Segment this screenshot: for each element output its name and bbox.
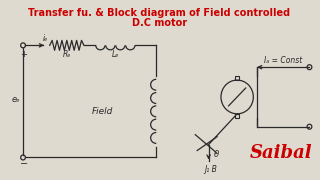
Text: iₑ: iₑ [42, 34, 48, 43]
Text: Transfer fu. & Block diagram of Field controlled: Transfer fu. & Block diagram of Field co… [28, 8, 290, 18]
Text: Lₑ: Lₑ [112, 50, 119, 59]
Text: Rₑ: Rₑ [63, 50, 71, 59]
Text: D.C motor: D.C motor [132, 18, 187, 28]
Text: −: − [20, 159, 28, 169]
Text: θ: θ [214, 150, 219, 159]
Text: +: + [20, 50, 28, 59]
Text: Saibal: Saibal [250, 143, 312, 161]
Bar [235, 76, 239, 80]
Text: Iₐ = Const: Iₐ = Const [264, 56, 302, 65]
Bar [235, 114, 239, 118]
Text: Field: Field [91, 107, 113, 116]
Text: eₑ: eₑ [11, 95, 20, 104]
Text: J₁ B: J₁ B [204, 165, 217, 174]
